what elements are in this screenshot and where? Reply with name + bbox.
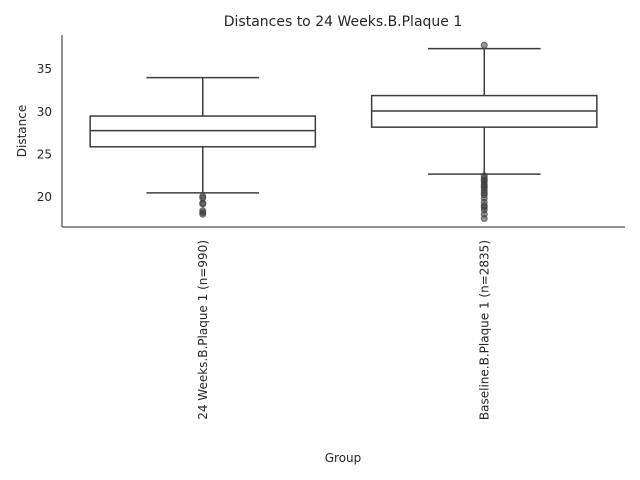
x-tick-label: Baseline.B.Plaque 1 (n=2835): [477, 240, 491, 420]
box-body: [89, 115, 317, 148]
x-tick-label: 24 Weeks.B.Plaque 1 (n=990): [196, 240, 210, 420]
chart-title: Distances to 24 Weeks.B.Plaque 1: [224, 14, 463, 30]
y-ticks: 20 25 30 35: [37, 62, 52, 204]
y-tick-label: 35: [37, 62, 52, 76]
x-axis-label: Group: [325, 451, 362, 465]
outlier-point: [199, 210, 207, 218]
x-ticks: 24 Weeks.B.Plaque 1 (n=990) Baseline.B.Pl…: [196, 240, 492, 420]
boxes: [89, 41, 598, 222]
box-group: [370, 41, 598, 222]
outlier-point: [199, 200, 207, 208]
outlier-point: [480, 41, 488, 49]
outlier-point: [480, 214, 488, 222]
y-tick-label: 30: [37, 105, 52, 119]
box-group: [89, 76, 317, 218]
y-tick-label: 20: [37, 190, 52, 204]
y-axis-label: Distance: [15, 105, 29, 157]
y-tick-label: 25: [37, 147, 52, 161]
